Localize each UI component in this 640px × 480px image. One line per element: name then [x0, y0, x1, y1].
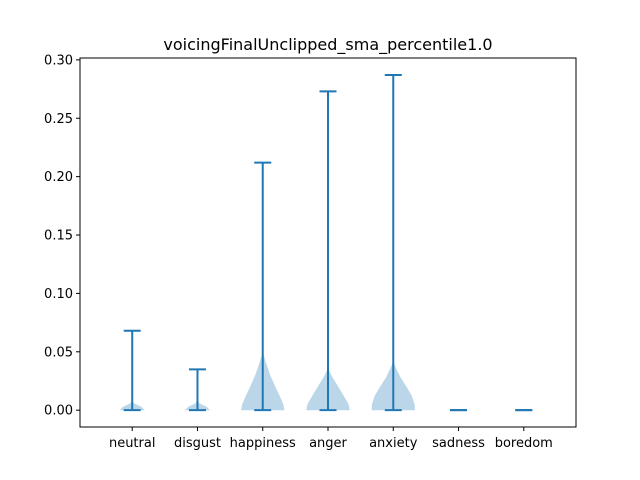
- y-axis: 0.00 0.05 0.10 0.15 0.20 0.25 0.30: [44, 53, 80, 419]
- x-tick-label: sadness: [432, 436, 485, 451]
- violin-whiskers: [123, 74, 533, 412]
- plot-frame: [79, 57, 577, 428]
- x-tick-label: disgust: [174, 436, 221, 451]
- chart-title: voicingFinalUnclipped_sma_percentile1.0: [163, 35, 492, 55]
- x-tick-label: anger: [309, 436, 347, 451]
- y-tick-label: 0.30: [44, 53, 73, 68]
- x-axis: neutral disgust happiness anger anxiety sadne…: [109, 427, 553, 451]
- x-tick-label: happiness: [230, 436, 296, 451]
- y-tick-label: 0.25: [44, 112, 73, 127]
- x-tick-label: neutral: [109, 436, 156, 451]
- x-tick-label: anxiety: [369, 436, 418, 451]
- x-tick-label: boredom: [495, 436, 553, 451]
- y-tick-label: 0.05: [44, 345, 73, 360]
- violin-bodies: [119, 351, 415, 411]
- y-tick-label: 0.10: [44, 287, 73, 302]
- y-tick-label: 0.20: [44, 170, 73, 185]
- y-tick-label: 0.15: [44, 229, 73, 244]
- y-tick-label: 0.00: [44, 404, 73, 419]
